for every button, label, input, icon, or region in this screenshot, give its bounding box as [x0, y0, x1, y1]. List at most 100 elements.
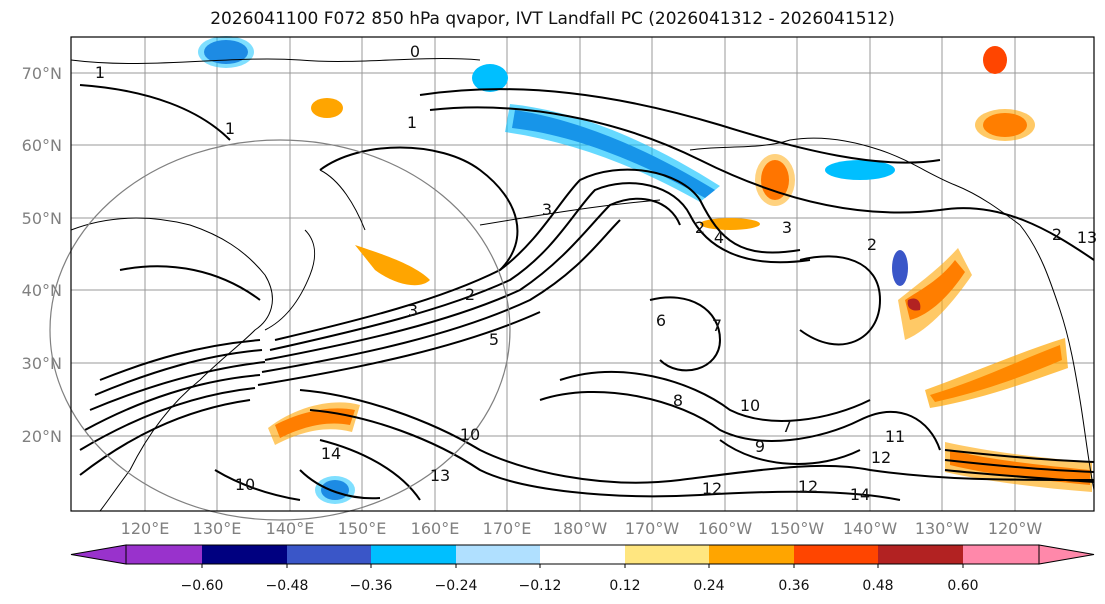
ivt-contours	[79, 84, 1095, 501]
negative-anomaly-blob-arctic	[472, 64, 508, 92]
positive-anomaly-blob-midpacific	[700, 218, 760, 230]
contour-line	[419, 88, 941, 164]
map-title: 2026041100 F072 850 hPa qvapor, IVT Land…	[210, 9, 895, 29]
coastline-alaska	[689, 137, 1021, 226]
lat-label: 20°N	[22, 427, 62, 446]
contour-label: 14	[850, 485, 870, 504]
map-background	[71, 37, 1094, 511]
contour-label: 10	[740, 396, 760, 415]
contour-line	[99, 339, 261, 381]
colorbar-segment	[126, 545, 202, 564]
contour-line	[79, 399, 251, 476]
positive-anomaly-blob-gulf-edge	[898, 248, 972, 340]
contour-label: 1	[225, 119, 235, 138]
positive-anomaly-blob-gulf-core	[907, 298, 921, 311]
contour-label: 4	[714, 228, 724, 247]
contour-label: 1	[95, 63, 105, 82]
contour-line	[319, 146, 519, 271]
contour-label: 7	[712, 316, 722, 335]
contour-line	[261, 219, 621, 373]
contour-label: 2	[465, 285, 475, 304]
colorbar-tick-label: 0.12	[609, 578, 640, 594]
contour-line	[719, 439, 861, 465]
contour-label: 3	[782, 218, 792, 237]
contour-label: 13	[430, 466, 450, 485]
lat-label: 70°N	[22, 64, 62, 83]
colorbar-segment	[878, 545, 963, 564]
lon-label: 170°W	[625, 519, 680, 538]
colorbar-segment	[456, 545, 540, 564]
contour-line	[79, 84, 231, 141]
lat-label: 40°N	[22, 281, 62, 300]
negative-anomaly-blob-bering	[825, 160, 895, 180]
contour-label: 3	[408, 301, 418, 320]
contour-line	[299, 389, 1095, 484]
lon-label: 150°E	[338, 519, 387, 538]
contour-label: 2	[1052, 225, 1062, 244]
lon-label: 170°E	[483, 519, 532, 538]
contour-label: 1	[407, 113, 417, 132]
contour-line	[84, 374, 261, 431]
contour-label: 9	[755, 437, 765, 456]
contour-line	[539, 390, 941, 451]
contour-line	[89, 361, 266, 411]
contour-line	[299, 469, 381, 500]
contour-line	[94, 349, 263, 396]
contour-label: 2	[695, 218, 705, 237]
colorbar-tick-label: −0.12	[519, 578, 562, 594]
contour-line	[269, 182, 811, 351]
coastline-kamchatka	[319, 169, 366, 231]
colorbar-tick-label: 0.24	[693, 578, 724, 594]
contour-line	[649, 296, 722, 372]
negative-anomaly-blob-ne-edge	[198, 36, 254, 68]
contour-line	[264, 197, 681, 361]
contour-label: 12	[871, 448, 891, 467]
contour-label: 12	[798, 477, 818, 496]
lon-label: 120°W	[988, 519, 1043, 538]
map-frame	[70, 36, 1095, 512]
contour-line	[799, 255, 882, 346]
colorbar-tick-label: −0.60	[181, 578, 224, 594]
colorbar-tick-label: −0.48	[266, 578, 309, 594]
contour-label: 12	[702, 479, 722, 498]
contour-label: 3	[542, 200, 552, 219]
contour-line	[944, 449, 1095, 463]
coastline-asia	[70, 217, 273, 512]
colorbar-tick-label: −0.24	[435, 578, 478, 594]
contour-label: 11	[885, 427, 905, 446]
colorbar-segment	[794, 545, 878, 564]
colorbar-segment	[371, 545, 456, 564]
contour-line	[319, 439, 421, 501]
contour-line	[559, 370, 871, 422]
colorbar	[70, 544, 1095, 565]
contour-line	[214, 469, 301, 501]
coastline-japan	[264, 229, 316, 331]
contour-label: 10	[235, 475, 255, 494]
contour-label: 7	[782, 417, 792, 436]
coastline-westcoast	[1019, 224, 1095, 491]
colorbar-segment	[625, 545, 709, 564]
positive-anomaly-blob-alaska-edge	[975, 109, 1035, 141]
contour-label: 0	[410, 42, 420, 61]
positive-anomaly-band-east-edge	[925, 338, 1068, 408]
negative-anomaly-blob-ne-pacific	[892, 250, 908, 286]
contour-line	[944, 459, 1095, 473]
colorbar-segment	[202, 545, 287, 564]
contour-line	[274, 168, 801, 341]
positive-anomaly-blob-okhotsk	[311, 98, 343, 118]
lon-label: 120°E	[121, 519, 170, 538]
contour-line	[257, 311, 541, 386]
projection-circle	[49, 139, 511, 521]
colorbar-segment	[963, 545, 1039, 564]
contour-label: 6	[656, 311, 666, 330]
lon-label: 130°E	[193, 519, 242, 538]
negative-anomaly-band-edge	[505, 104, 720, 202]
longitude-labels: 120°E 130°E 140°E 150°E 160°E 170°E 180°W 170°W…	[121, 519, 1043, 538]
colorbar-tick-label: 0.48	[862, 578, 893, 594]
contour-line	[79, 387, 256, 451]
colorbar-segment	[287, 545, 371, 564]
colorbar-segment	[540, 545, 625, 564]
negative-anomaly-blob-subtropic-edge	[315, 476, 355, 504]
